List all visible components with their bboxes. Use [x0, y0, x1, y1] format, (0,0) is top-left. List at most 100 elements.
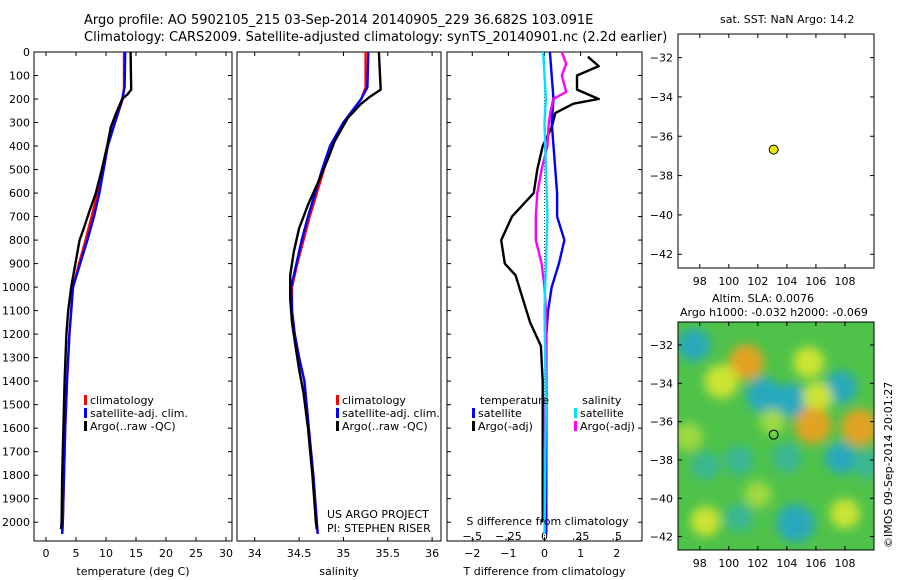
y-tick-label: 1000 [2, 281, 30, 294]
x-tick-label: 20 [159, 547, 173, 560]
heat-cell [678, 422, 703, 452]
legend-satellite: satellite-adj. clim. [84, 408, 188, 419]
heat-cell [728, 344, 764, 380]
heat-cell [690, 506, 721, 537]
y-tick-label: −32 [650, 52, 673, 65]
legend-diff-sal-satellite-label: satellite [580, 407, 624, 420]
heat-cell [691, 451, 720, 480]
legend-argo: Argo(..raw -QC) [84, 421, 176, 432]
heat-cell [745, 377, 782, 413]
x-tick-label: 100 [718, 275, 739, 288]
heat-cell [744, 480, 772, 508]
x-tick-label: −1 [500, 547, 516, 560]
header-line-1: Argo profile: AO 5902105_215 03-Sep-2014… [84, 13, 594, 28]
x-tick-label: 108 [834, 557, 855, 570]
heat-cell [774, 383, 809, 418]
series-argo-raw-qc- [59, 51, 133, 530]
y-tick-label: 200 [9, 93, 30, 106]
legend-sal-argo-swatch [336, 421, 339, 431]
legend-climatology-label: climatology [90, 394, 154, 407]
legend-diff-temp-argo-swatch [472, 421, 475, 431]
side-label: ©IMOS 09-Sep-2014 20:01:27 [882, 381, 895, 548]
y-tick-label: 800 [9, 234, 30, 247]
series-salinity-satellite [541, 51, 549, 534]
y-tick-label: 2000 [2, 516, 30, 529]
x2-tick-label: .5 [611, 530, 622, 543]
x-tick-label: 98 [693, 275, 707, 288]
y-tick-label: 1700 [2, 446, 30, 459]
legend-sal-satellite-swatch [336, 408, 339, 418]
y-tick-label: 1400 [2, 375, 30, 388]
panel-difference: −2 −1 0 1 2 −.5 −.25 0 .25 .5 S difference from cl… [446, 51, 643, 578]
legend-sal-climatology: climatology [336, 395, 406, 406]
float-position-marker [768, 144, 779, 155]
legend-diff-sal-satellite: satellite [574, 408, 624, 419]
y-tick-label: 500 [9, 164, 30, 177]
legend-satellite-swatch [84, 408, 87, 418]
x2-tick-label: −.5 [462, 530, 482, 543]
heat-cell [776, 504, 815, 543]
x-tick-label: 34.5 [287, 547, 312, 560]
y-tick-label: 1800 [2, 469, 30, 482]
heat-cell [759, 408, 786, 435]
legend-argo-label: Argo(..raw -QC) [90, 420, 176, 433]
x-tick-label: 98 [693, 557, 707, 570]
legend-diff-sal-argo-label: Argo(-adj) [580, 420, 635, 433]
y-tick-label: −38 [650, 170, 673, 183]
legend-climatology: climatology [84, 395, 154, 406]
legend-diff-sal-satellite-swatch [574, 408, 577, 418]
legend-diff-temp-title: temperature [480, 394, 550, 407]
legend-diff-sal-argo: Argo(-adj) [574, 421, 635, 432]
legend-sal-climatology-swatch [336, 395, 339, 405]
x-tick-label: 5 [73, 547, 80, 560]
x2-tick-label: .25 [572, 530, 590, 543]
legend-climatology-swatch [84, 395, 87, 405]
series-temperature-argo-adj- [500, 55, 600, 523]
header-line-2: Climatology: CARS2009. Satellite-adjuste… [84, 30, 668, 45]
x-tick-label: 10 [99, 547, 113, 560]
panel-salinity-profile: 34 34.5 35 35.5 36 salinity [236, 51, 442, 578]
y-tick-label: 1500 [2, 399, 30, 412]
x-tick-label: 34 [248, 547, 262, 560]
y-tick-label: 700 [9, 211, 30, 224]
heat-cell [853, 448, 874, 479]
panel-temperature-profile: 0 5 10 15 20 25 300100200300400500600700800900… [2, 46, 233, 578]
y-tick-label: −34 [650, 377, 673, 390]
heat-cell [678, 328, 711, 362]
y-tick-label: −36 [650, 416, 673, 429]
y-tick-label: −32 [650, 339, 673, 352]
map-sst: 98 100 102 104 106 108 −32 −34 −36 −38 −40 −42 [650, 33, 875, 288]
x2-tick-label: −.25 [495, 530, 522, 543]
credit-pi: PI: STEPHEN RISER [327, 522, 431, 535]
heat-cell [841, 408, 874, 446]
plot-frame [33, 51, 233, 542]
map2-title-1: Altim. SLA: 0.0076 [712, 292, 815, 305]
x-tick-label: 35 [336, 547, 350, 560]
heat-cell [704, 364, 739, 399]
x2-tick-label: 0 [541, 530, 548, 543]
y-tick-label: 1600 [2, 422, 30, 435]
y-tick-label: 1100 [2, 305, 30, 318]
heat-cell [724, 445, 754, 475]
x-tick-label: 1 [577, 547, 584, 560]
x-tick-label: 108 [834, 275, 855, 288]
y-tick-label: 300 [9, 117, 30, 130]
x-tick-label: 106 [805, 557, 826, 570]
y-tick-label: 1300 [2, 352, 30, 365]
series-salinity-argo-adj- [534, 51, 568, 523]
y-tick-label: 400 [9, 140, 30, 153]
legend-diff-temp-argo: Argo(-adj) [472, 421, 533, 432]
legend-diff-temp-argo-label: Argo(-adj) [478, 420, 533, 433]
legend-diff-temp-satellite: satellite [472, 408, 522, 419]
heat-cell [802, 381, 833, 412]
legend-diff-sal-title: salinity [582, 394, 622, 407]
x-tick-label: −2 [464, 547, 480, 560]
x-tick-label: 25 [189, 547, 203, 560]
x-tick-label: 2 [613, 547, 620, 560]
y-tick-label: −42 [650, 531, 673, 544]
heat-cell [825, 442, 857, 474]
heat-cell [724, 503, 754, 532]
legend-diff-temp-satellite-swatch [472, 408, 475, 418]
x2-axis-label: S difference from climatology [466, 515, 629, 528]
